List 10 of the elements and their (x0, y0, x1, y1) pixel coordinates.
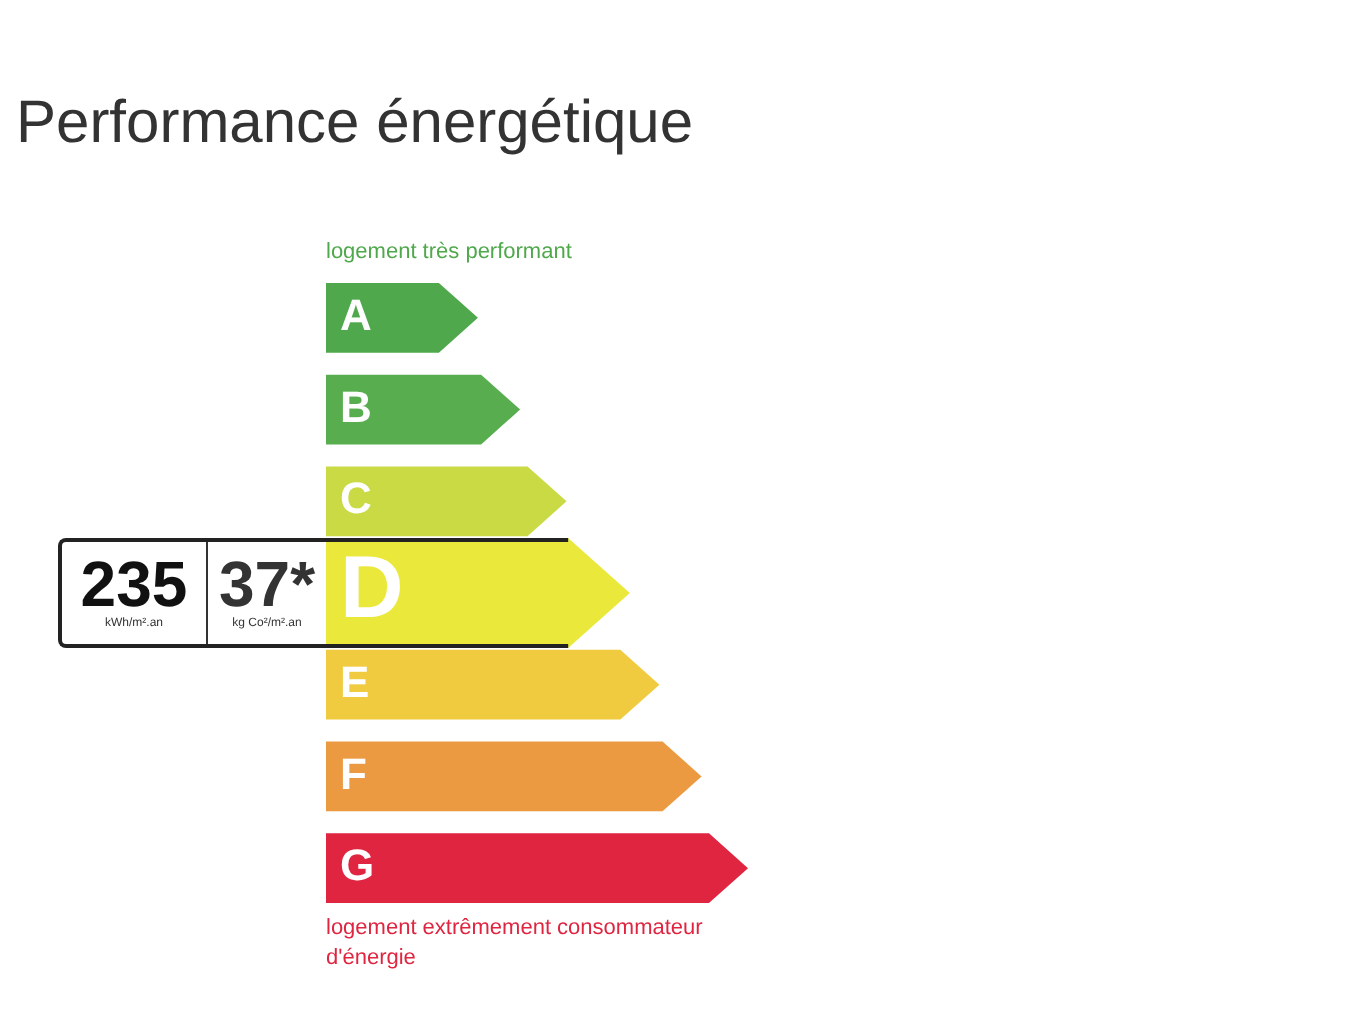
y-tick-label: D (340, 539, 404, 638)
y-tick-label: G (340, 840, 375, 891)
chart-title: Performance énergétique (16, 88, 694, 160)
y-tick-label: B (340, 381, 372, 432)
y-tick-label: E (340, 656, 370, 707)
text: logement très performant (326, 237, 572, 267)
y-tick-label: C (340, 473, 372, 524)
y-tick-label: F (340, 748, 367, 799)
y-tick-label: A (340, 289, 372, 340)
text: logement extrêmement consommateur d'énergie (326, 914, 705, 975)
